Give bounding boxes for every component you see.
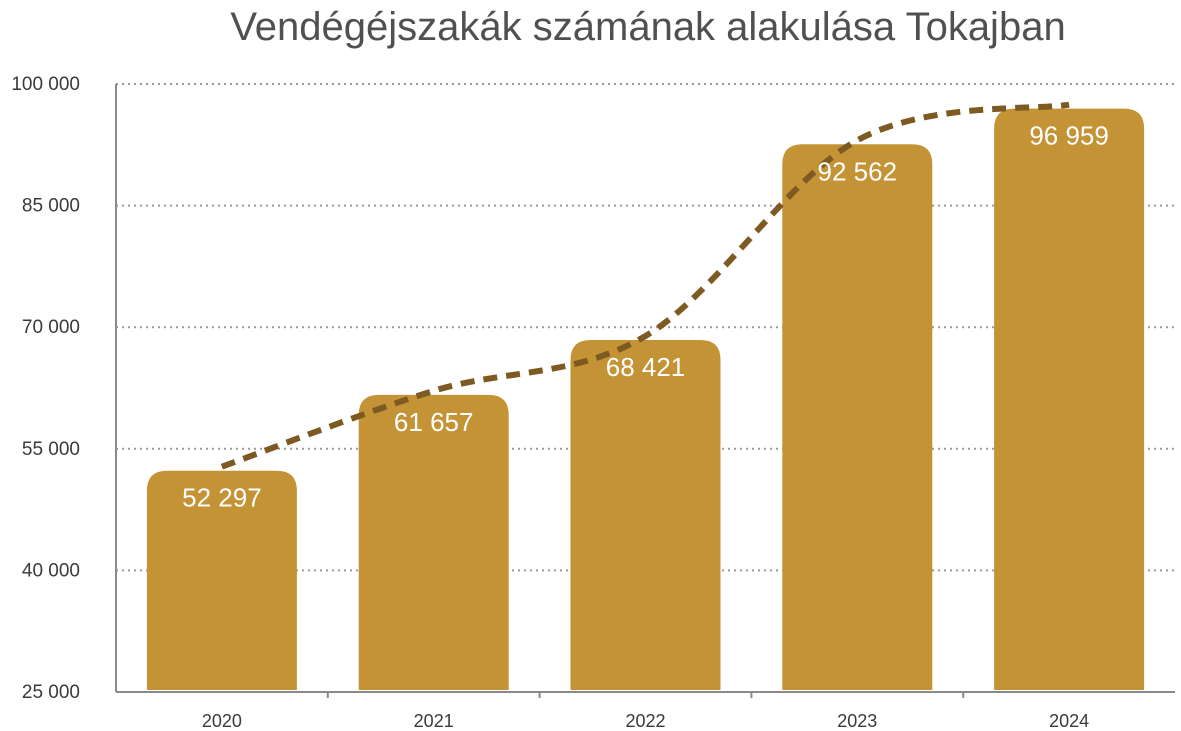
data-label: 52 297 <box>182 483 262 513</box>
data-labels: 52 297 61 657 68 421 92 562 96 959 <box>182 121 1109 513</box>
bar-2024 <box>994 108 1145 691</box>
x-tick-label: 2021 <box>414 711 454 731</box>
data-label: 96 959 <box>1029 121 1109 151</box>
data-label: 61 657 <box>394 407 474 437</box>
data-label: 68 421 <box>606 352 686 382</box>
y-tick-label: 85 000 <box>22 196 80 217</box>
y-tick-label: 100 000 <box>11 74 80 95</box>
x-tick-label: 2020 <box>202 711 242 731</box>
bars <box>146 108 1145 691</box>
y-tick-label: 40 000 <box>22 560 80 581</box>
bar-2023 <box>782 144 933 691</box>
axes: 25 000 40 000 55 000 70 000 85 000 100 000 202… <box>11 74 1175 731</box>
x-tick-label: 2022 <box>625 711 665 731</box>
y-tick-label: 70 000 <box>22 317 80 338</box>
bar-2021 <box>358 394 509 690</box>
trendline-layer <box>220 101 1070 470</box>
x-tick-label: 2024 <box>1049 711 1089 731</box>
chart-title: Vendégéjszakák számának alakulása Tokajb… <box>230 5 1065 49</box>
data-label: 92 562 <box>818 156 898 186</box>
y-tick-label: 55 000 <box>22 439 80 460</box>
bar-2022 <box>570 340 721 690</box>
trendline <box>220 101 1070 470</box>
x-tick-label: 2023 <box>837 711 877 731</box>
y-tick-label: 25 000 <box>22 682 80 703</box>
bar-2020 <box>146 470 297 690</box>
